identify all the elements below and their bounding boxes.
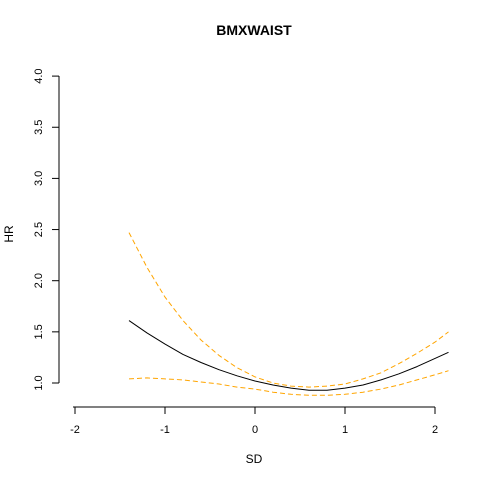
x-tick-label: 0: [252, 424, 258, 436]
chart-title: BMXWAIST: [216, 22, 292, 38]
x-tick-label: -1: [160, 424, 170, 436]
x-tick-label: 2: [432, 424, 438, 436]
y-tick-label: 2.5: [33, 222, 45, 237]
series-line-upper: [128, 232, 449, 388]
x-tick-label: -2: [70, 424, 80, 436]
x-axis-ticks: -2 -1 0 1 2: [70, 407, 438, 436]
y-axis-ticks: 1.0 1.5 2.0 2.5 3.0 3.5 4.0: [33, 68, 59, 391]
y-tick-label: 4.0: [33, 68, 45, 83]
y-tick-label: 1.5: [33, 324, 45, 339]
y-tick-label: 3.0: [33, 171, 45, 186]
series-line-estimate: [128, 320, 449, 391]
y-tick-label: 3.5: [33, 120, 45, 135]
x-tick-label: 1: [342, 424, 348, 436]
y-tick-label: 2.0: [33, 273, 45, 288]
series-line-lower: [128, 370, 449, 396]
y-axis-label: HR: [2, 225, 16, 243]
y-tick-label: 1.0: [33, 375, 45, 390]
series-layer: [128, 232, 449, 396]
x-axis-label: SD: [246, 452, 263, 466]
